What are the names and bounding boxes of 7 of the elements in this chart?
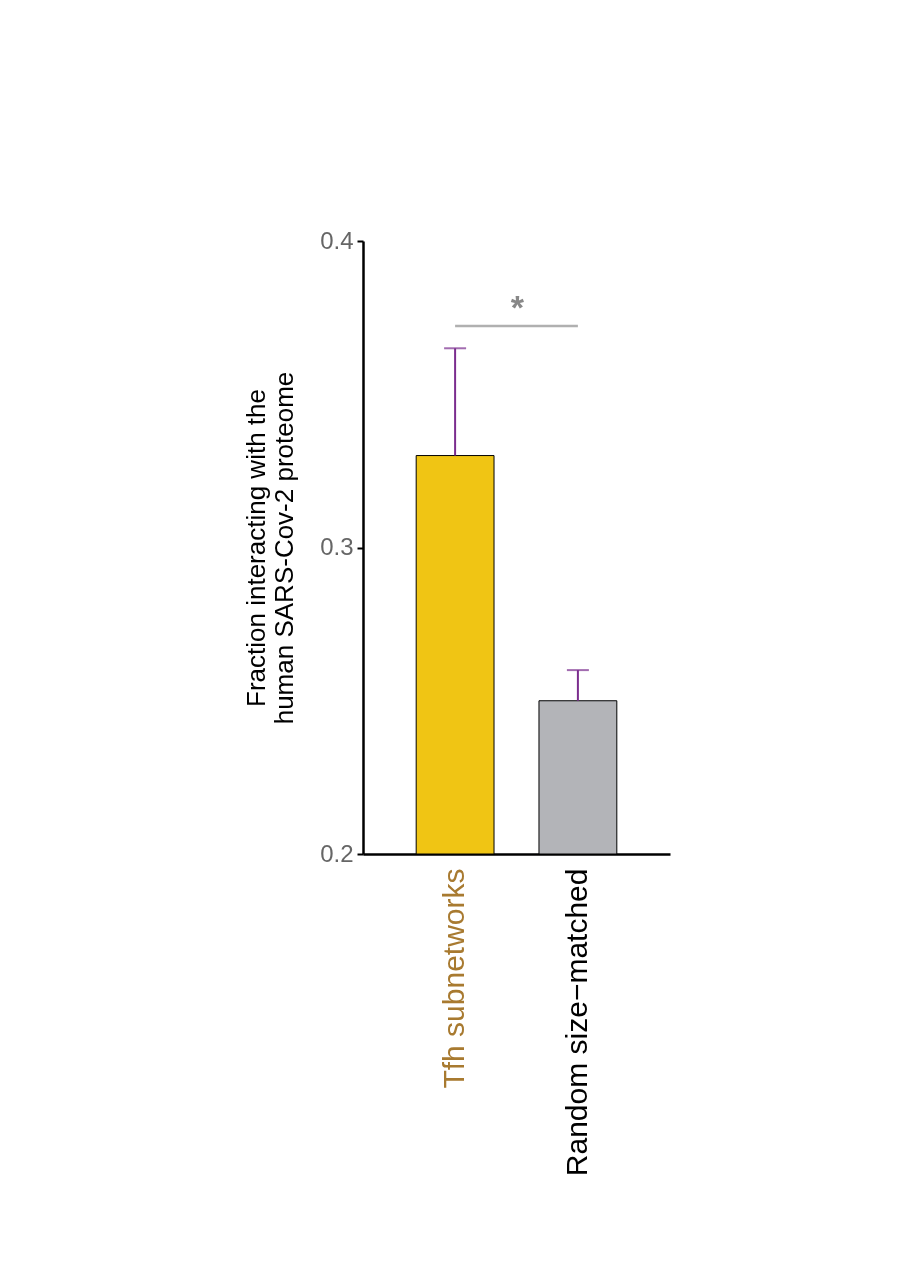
x-tick-label: Random size−matched [559,868,593,1177]
y-tick-label: 0.3 [320,533,354,560]
y-tick-label: 0.2 [320,839,354,867]
y-axis-title: Fraction interacting with the human SARS-Cov-2 proteome [241,371,300,725]
x-tick-label: Tfh subnetworks [437,868,471,1089]
annotation: * [510,288,525,326]
y-tick-label: 0.4 [320,226,354,254]
